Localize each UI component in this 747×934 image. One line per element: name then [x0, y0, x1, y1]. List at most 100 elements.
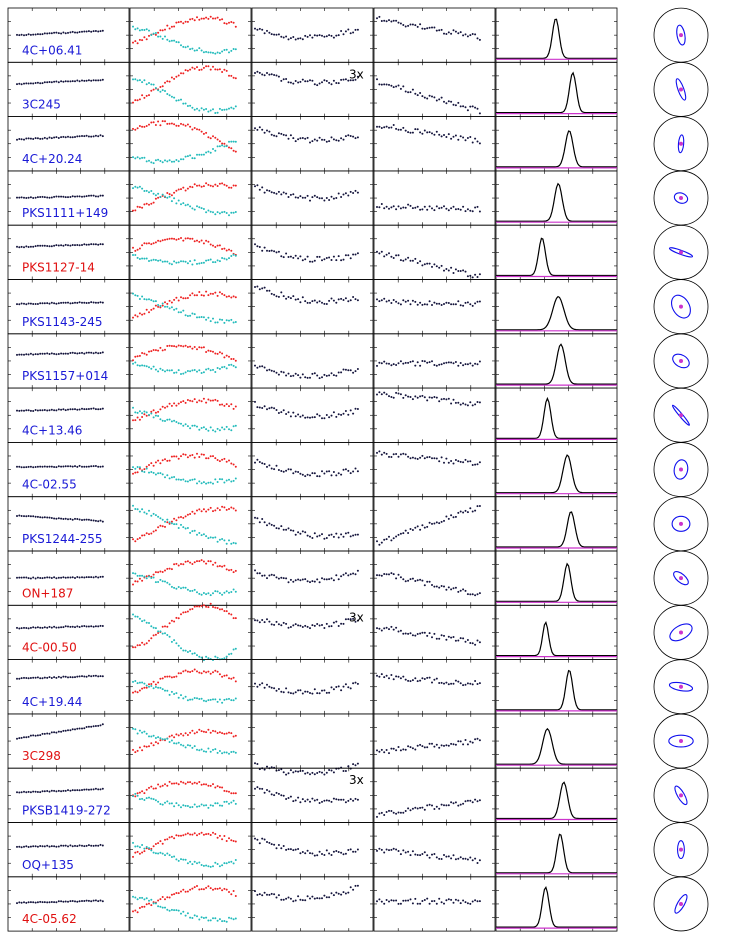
panel-frame: [251, 116, 374, 172]
red-point: [168, 567, 171, 570]
angle-point: [450, 100, 453, 103]
cyan-point: [223, 210, 226, 213]
intensity-point: [99, 79, 102, 82]
intensity-point: [71, 900, 74, 902]
angle-point: [445, 457, 448, 460]
polar-point: [297, 374, 300, 377]
angle-point: [378, 675, 381, 678]
polar-point: [254, 243, 256, 246]
intensity-point: [78, 675, 81, 678]
red-point: [134, 355, 137, 358]
intensity-point: [55, 302, 58, 305]
intensity-point: [90, 519, 93, 522]
intensity-point: [64, 80, 67, 83]
profile-line: [496, 669, 617, 711]
angle-point: [407, 203, 410, 206]
red-point: [198, 18, 201, 21]
cyan-point: [175, 159, 178, 161]
intensity-point: [94, 134, 97, 137]
polar-point: [325, 374, 328, 377]
red-point: [148, 350, 150, 353]
polar-point: [297, 81, 300, 84]
cyan-point: [230, 860, 233, 863]
polar-point: [337, 685, 340, 688]
cyan-point: [170, 95, 173, 98]
red-point: [180, 72, 182, 75]
red-point: [234, 680, 237, 683]
polar-point: [321, 81, 323, 84]
polar-point: [347, 300, 350, 303]
polar-point: [306, 301, 309, 304]
cyan-point: [214, 917, 217, 920]
angle-point: [457, 270, 460, 272]
cyan-point: [225, 655, 228, 658]
panel-frame: [495, 441, 618, 498]
polar-point: [316, 772, 319, 774]
red-point: [218, 608, 221, 611]
red-point: [157, 239, 160, 242]
angle-point: [464, 509, 467, 512]
polar-point: [266, 249, 268, 252]
angle-point: [423, 263, 426, 266]
red-point: [228, 74, 230, 77]
polar-point: [285, 413, 288, 415]
intensity-point: [34, 845, 37, 848]
intensity-point: [69, 900, 72, 903]
source-label: 3C245: [22, 98, 61, 112]
cyan-point: [157, 630, 160, 633]
angle-point: [474, 509, 477, 512]
polar-point: [321, 577, 323, 580]
angle-point: [445, 638, 448, 641]
red-point: [216, 565, 219, 568]
angle-point: [435, 457, 438, 460]
cyan-point: [196, 425, 198, 428]
polar-point: [285, 469, 288, 472]
polar-point: [330, 372, 333, 375]
intensity-point: [16, 303, 18, 306]
angle-point: [447, 683, 450, 686]
red-point: [221, 182, 224, 185]
red-point: [225, 840, 228, 842]
intensity-point: [94, 787, 97, 790]
cyan-point: [145, 797, 148, 800]
angle-point: [471, 105, 474, 108]
cyan-point: [212, 51, 214, 54]
polar-point: [316, 196, 319, 199]
intensity-point: [25, 245, 28, 248]
polar-point: [316, 897, 319, 900]
red-point: [138, 907, 141, 909]
red-point: [218, 351, 221, 354]
polar-point: [349, 687, 352, 690]
polar-point: [306, 798, 309, 801]
cyan-point: [132, 895, 134, 898]
red-point: [132, 209, 134, 212]
cyan-point: [228, 319, 230, 322]
cyan-point: [173, 523, 176, 526]
polar-point: [356, 533, 359, 536]
cyan-point: [175, 858, 178, 861]
angle-point: [376, 78, 378, 81]
cyan-point: [161, 419, 164, 422]
polar-point: [318, 802, 321, 804]
angle-point: [388, 752, 390, 755]
red-point: [191, 66, 194, 69]
angle-point: [397, 21, 400, 24]
polar-point: [352, 135, 355, 138]
polar-point: [318, 897, 321, 900]
cyan-point: [168, 802, 171, 805]
angle-point: [399, 87, 402, 90]
angle-point: [416, 807, 419, 810]
angle-point: [397, 302, 400, 305]
polar-point: [306, 625, 309, 628]
angle-point: [388, 535, 390, 538]
intensity-point: [23, 353, 25, 356]
intensity-point: [85, 625, 88, 628]
cyan-point: [166, 634, 169, 636]
angle-point: [378, 574, 381, 577]
polar-point: [273, 250, 276, 253]
intensity-point: [69, 844, 72, 847]
angle-point: [476, 593, 479, 596]
intensity-point: [87, 79, 90, 82]
angle-point: [447, 397, 450, 400]
cyan-point: [154, 259, 157, 261]
